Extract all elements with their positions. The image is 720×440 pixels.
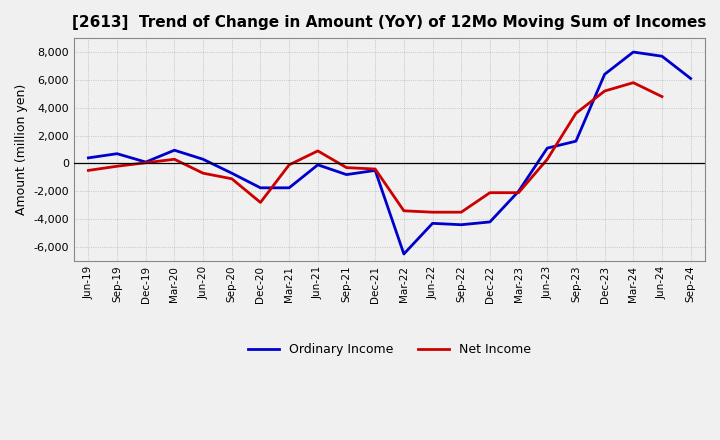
Net Income: [170, 157, 179, 162]
Net Income: [199, 171, 207, 176]
Net Income: [600, 88, 609, 94]
Ordinary Income: [113, 151, 122, 156]
Ordinary Income: [514, 189, 523, 194]
Ordinary Income: [657, 54, 666, 59]
Ordinary Income: [485, 219, 494, 224]
Ordinary Income: [199, 157, 207, 162]
Title: [2613]  Trend of Change in Amount (YoY) of 12Mo Moving Sum of Incomes: [2613] Trend of Change in Amount (YoY) o…: [72, 15, 707, 30]
Net Income: [428, 209, 437, 215]
Ordinary Income: [686, 76, 695, 81]
Ordinary Income: [428, 221, 437, 226]
Net Income: [84, 168, 93, 173]
Ordinary Income: [400, 251, 408, 257]
Net Income: [285, 162, 294, 168]
Net Income: [572, 111, 580, 116]
Net Income: [141, 160, 150, 165]
Ordinary Income: [543, 146, 552, 151]
Ordinary Income: [141, 159, 150, 165]
Line: Net Income: Net Income: [89, 83, 662, 212]
Net Income: [657, 94, 666, 99]
Ordinary Income: [84, 155, 93, 161]
Ordinary Income: [342, 172, 351, 177]
Net Income: [400, 208, 408, 213]
Ordinary Income: [600, 72, 609, 77]
Legend: Ordinary Income, Net Income: Ordinary Income, Net Income: [243, 338, 536, 362]
Ordinary Income: [256, 185, 265, 191]
Y-axis label: Amount (million yen): Amount (million yen): [15, 84, 28, 215]
Ordinary Income: [170, 147, 179, 153]
Ordinary Income: [371, 168, 379, 173]
Net Income: [514, 190, 523, 195]
Net Income: [457, 209, 466, 215]
Net Income: [342, 165, 351, 170]
Net Income: [228, 176, 236, 181]
Net Income: [256, 200, 265, 205]
Line: Ordinary Income: Ordinary Income: [89, 52, 690, 254]
Ordinary Income: [457, 222, 466, 227]
Ordinary Income: [629, 49, 638, 55]
Net Income: [543, 157, 552, 162]
Net Income: [113, 164, 122, 169]
Net Income: [629, 80, 638, 85]
Ordinary Income: [572, 139, 580, 144]
Net Income: [485, 190, 494, 195]
Ordinary Income: [313, 162, 322, 168]
Net Income: [371, 166, 379, 172]
Ordinary Income: [228, 171, 236, 176]
Net Income: [313, 148, 322, 154]
Ordinary Income: [285, 185, 294, 191]
